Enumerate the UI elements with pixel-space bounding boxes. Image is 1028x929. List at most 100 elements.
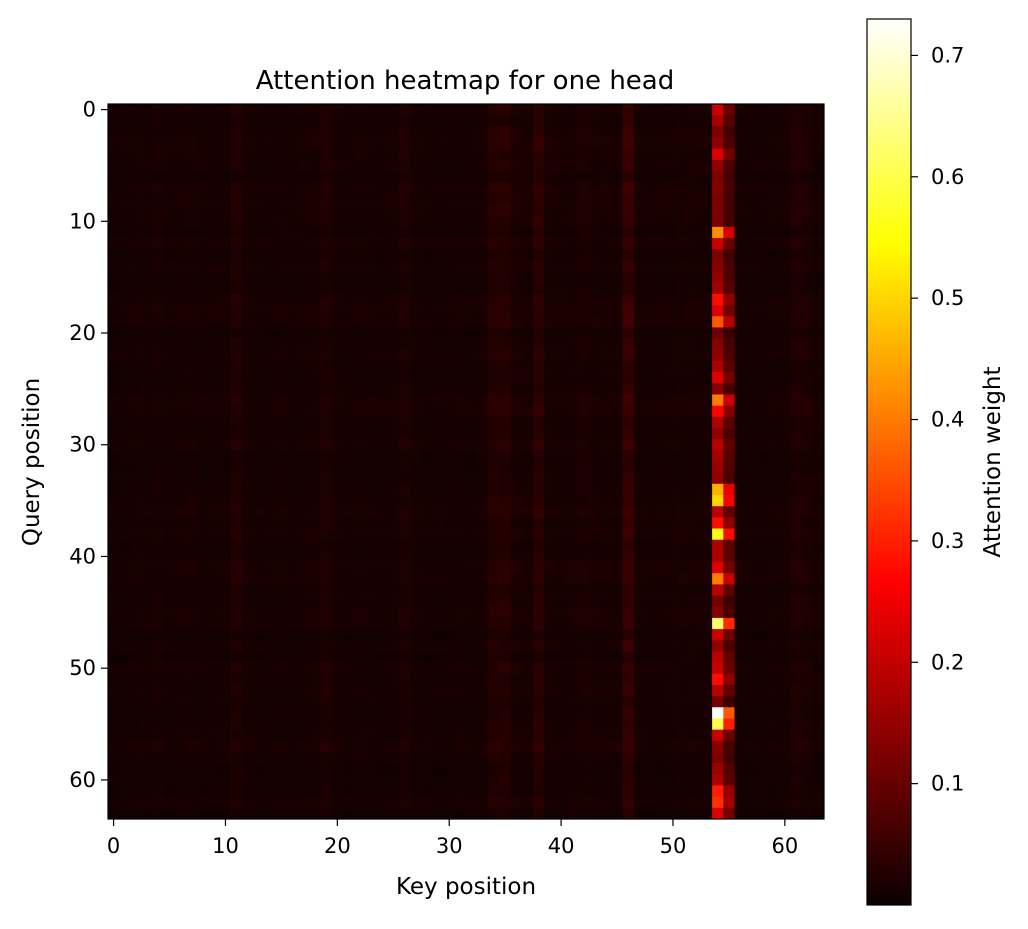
heatmap-cell	[219, 327, 232, 339]
heatmap-cell	[342, 193, 355, 205]
heatmap-cell	[141, 718, 154, 730]
heatmap-cell	[488, 751, 500, 764]
heatmap-cell	[219, 182, 232, 194]
heatmap-cell	[152, 483, 165, 496]
heatmap-cell	[521, 718, 534, 730]
heatmap-cell	[320, 774, 333, 786]
heatmap-cell	[633, 696, 646, 708]
heatmap-cell	[745, 193, 758, 205]
heatmap-cell	[208, 104, 221, 116]
heatmap-cell	[555, 193, 568, 205]
heatmap-cell	[521, 115, 534, 127]
heatmap-cell	[499, 707, 512, 719]
heatmap-cell	[152, 104, 165, 116]
heatmap-cell	[264, 606, 277, 619]
heatmap-cell	[197, 293, 210, 306]
heatmap-cell	[667, 204, 679, 217]
heatmap-cell	[387, 215, 400, 228]
heatmap-cell	[533, 450, 545, 462]
heatmap-cell	[320, 673, 333, 686]
heatmap-cell	[376, 696, 389, 708]
heatmap-cell	[589, 651, 601, 663]
heatmap-cell	[443, 126, 456, 138]
heatmap-cell	[790, 729, 802, 742]
heatmap-cell	[801, 148, 814, 161]
heatmap-cell	[398, 249, 411, 261]
heatmap-cell	[734, 796, 747, 809]
heatmap-cell	[566, 651, 579, 663]
heatmap-cell	[488, 562, 500, 574]
heatmap-cell	[734, 517, 747, 529]
heatmap-cell	[398, 640, 411, 652]
heatmap-cell	[521, 238, 534, 250]
heatmap-cell	[354, 394, 366, 406]
heatmap-cell	[566, 684, 579, 697]
heatmap-cell	[186, 226, 198, 239]
heatmap-cell	[231, 249, 243, 261]
heatmap-cell	[589, 673, 601, 686]
heatmap-cell	[219, 517, 232, 529]
heatmap-cell	[287, 338, 299, 351]
heatmap-cell	[589, 550, 601, 563]
heatmap-cell	[689, 506, 702, 518]
heatmap-cell	[466, 327, 478, 339]
heatmap-cell	[253, 427, 265, 440]
heatmap-cell	[454, 137, 467, 150]
heatmap-cell	[723, 182, 735, 194]
heatmap-cell	[656, 104, 668, 116]
heatmap-cell	[566, 550, 579, 563]
heatmap-cell	[275, 405, 288, 418]
heatmap-cell	[756, 293, 769, 306]
heatmap-cell	[633, 193, 646, 205]
heatmap-cell	[242, 182, 254, 194]
heatmap-cell	[521, 684, 534, 697]
heatmap-cell	[287, 182, 299, 194]
heatmap-cell	[768, 740, 780, 753]
heatmap-cell	[421, 338, 433, 351]
heatmap-cell	[186, 617, 198, 630]
heatmap-cell	[331, 606, 344, 619]
heatmap-cell	[197, 763, 210, 775]
heatmap-cell	[622, 171, 635, 183]
heatmap-cell	[163, 327, 176, 339]
heatmap-cell	[130, 327, 142, 339]
heatmap-cell	[108, 427, 120, 440]
heatmap-cell	[488, 617, 500, 630]
heatmap-cell	[219, 372, 232, 384]
heatmap-cell	[600, 427, 612, 440]
heatmap-cell	[555, 394, 568, 406]
heatmap-cell	[219, 651, 232, 663]
heatmap-cell	[645, 696, 657, 708]
heatmap-cell	[622, 260, 635, 272]
heatmap-cell	[589, 383, 601, 395]
heatmap-cell	[175, 707, 187, 719]
heatmap-cell	[533, 673, 545, 686]
heatmap-cell	[689, 171, 702, 183]
heatmap-cell	[119, 394, 131, 406]
heatmap-cell	[689, 394, 702, 406]
colorbar-tick-label: 0.7	[931, 43, 964, 67]
heatmap-cell	[756, 126, 769, 138]
heatmap-cell	[712, 684, 724, 697]
heatmap-cell	[645, 718, 657, 730]
heatmap-cell	[309, 651, 321, 663]
heatmap-cell	[622, 383, 635, 395]
heatmap-cell	[521, 550, 534, 563]
heatmap-cell	[756, 104, 769, 116]
heatmap-cell	[756, 595, 769, 608]
heatmap-cell	[745, 394, 758, 406]
heatmap-cell	[152, 472, 165, 485]
heatmap-cell	[387, 416, 400, 429]
heatmap-cell	[432, 807, 444, 820]
heatmap-cell	[432, 506, 444, 518]
heatmap-cell	[566, 606, 579, 619]
heatmap-cell	[768, 383, 780, 395]
heatmap-cell	[342, 282, 355, 295]
heatmap-cell	[253, 751, 265, 764]
heatmap-cell	[354, 696, 366, 708]
heatmap-cell	[152, 595, 165, 608]
heatmap-cell	[354, 461, 366, 474]
heatmap-cell	[376, 796, 389, 809]
heatmap-cell	[376, 238, 389, 250]
heatmap-cell	[734, 249, 747, 261]
